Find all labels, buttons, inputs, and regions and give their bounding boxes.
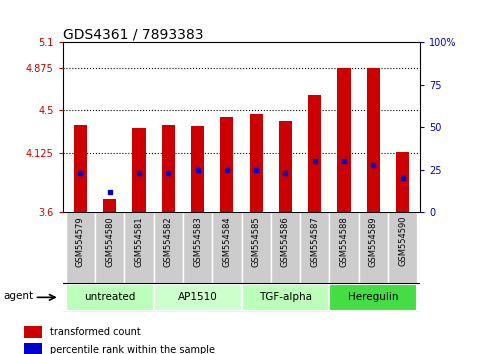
Bar: [191, 126, 204, 212]
Text: agent: agent: [3, 291, 33, 301]
FancyBboxPatch shape: [359, 212, 388, 283]
Bar: [24, 326, 42, 338]
Text: GSM554584: GSM554584: [222, 216, 231, 267]
Text: GSM554580: GSM554580: [105, 216, 114, 267]
Text: AP1510: AP1510: [178, 292, 217, 302]
Bar: [220, 117, 233, 212]
FancyBboxPatch shape: [124, 212, 154, 283]
Text: GSM554590: GSM554590: [398, 216, 407, 267]
FancyBboxPatch shape: [271, 212, 300, 283]
FancyBboxPatch shape: [183, 212, 212, 283]
FancyBboxPatch shape: [66, 212, 95, 283]
Text: GDS4361 / 7893383: GDS4361 / 7893383: [63, 27, 203, 41]
Bar: [24, 343, 42, 354]
Bar: [103, 199, 116, 212]
Bar: [132, 128, 145, 212]
Text: GSM554583: GSM554583: [193, 216, 202, 267]
FancyBboxPatch shape: [300, 212, 329, 283]
FancyBboxPatch shape: [329, 284, 417, 311]
Text: GSM554579: GSM554579: [76, 216, 85, 267]
Text: GSM554586: GSM554586: [281, 216, 290, 267]
Bar: [162, 125, 175, 212]
Text: GSM554587: GSM554587: [310, 216, 319, 267]
Text: GSM554582: GSM554582: [164, 216, 173, 267]
FancyBboxPatch shape: [154, 212, 183, 283]
Text: untreated: untreated: [84, 292, 135, 302]
Bar: [279, 121, 292, 212]
FancyBboxPatch shape: [212, 212, 242, 283]
FancyBboxPatch shape: [242, 212, 271, 283]
FancyBboxPatch shape: [329, 212, 359, 283]
FancyBboxPatch shape: [66, 284, 154, 311]
Text: Heregulin: Heregulin: [348, 292, 398, 302]
Bar: [396, 152, 409, 212]
FancyBboxPatch shape: [242, 284, 329, 311]
Bar: [338, 68, 351, 212]
FancyBboxPatch shape: [95, 212, 124, 283]
Text: GSM554581: GSM554581: [134, 216, 143, 267]
Text: GSM554589: GSM554589: [369, 216, 378, 267]
Bar: [74, 125, 87, 212]
Bar: [250, 114, 263, 212]
Text: GSM554588: GSM554588: [340, 216, 349, 267]
Text: transformed count: transformed count: [50, 327, 141, 337]
Text: GSM554585: GSM554585: [252, 216, 261, 267]
Bar: [367, 68, 380, 212]
FancyBboxPatch shape: [154, 284, 242, 311]
Text: TGF-alpha: TGF-alpha: [259, 292, 312, 302]
FancyBboxPatch shape: [388, 212, 417, 283]
Text: percentile rank within the sample: percentile rank within the sample: [50, 344, 215, 354]
Bar: [308, 95, 321, 212]
